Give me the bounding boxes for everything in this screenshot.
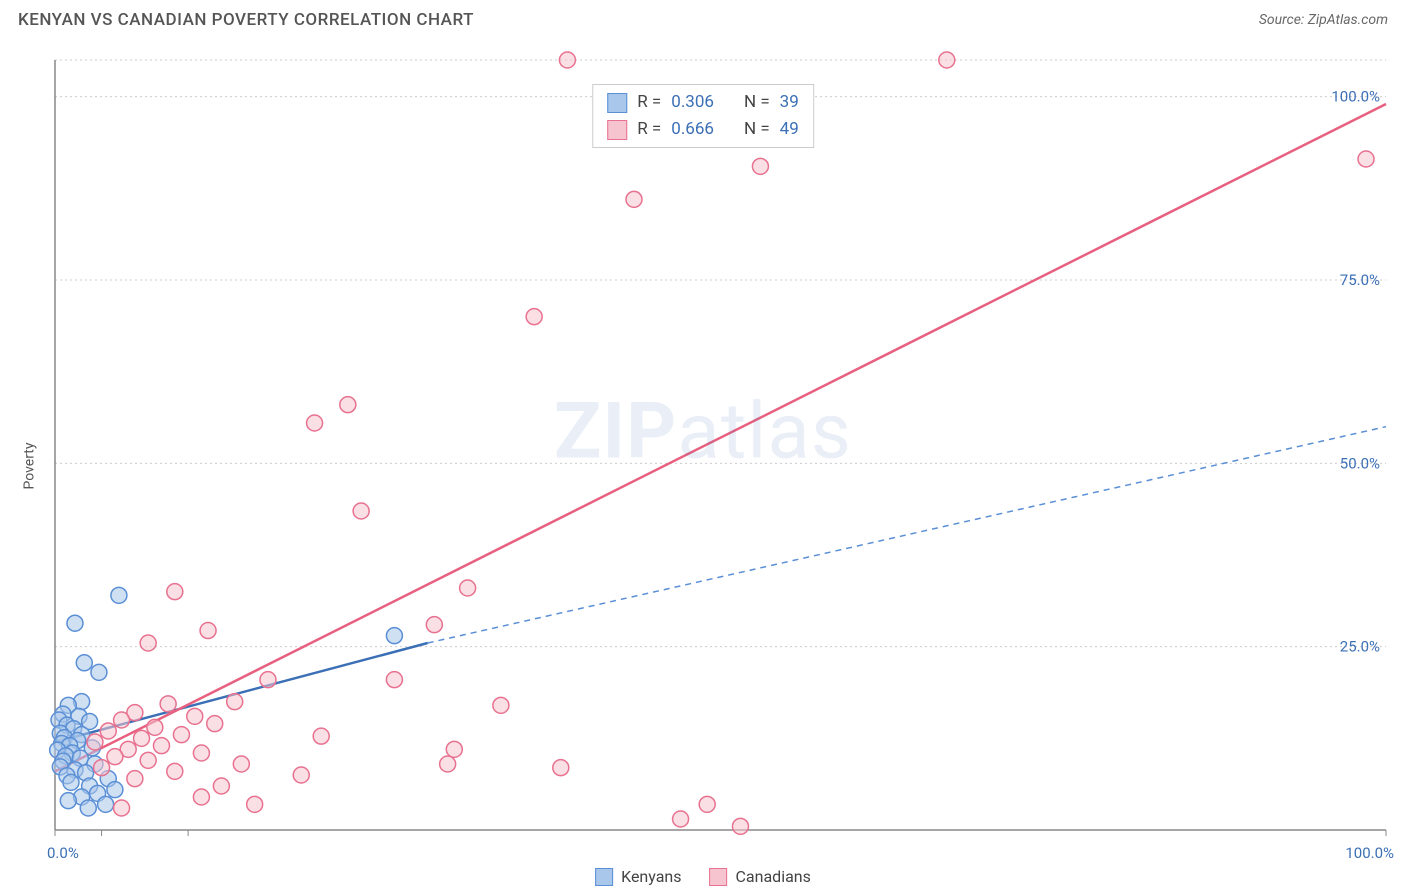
r-label: R = [637,116,661,143]
svg-text:50.0%: 50.0% [1340,454,1380,472]
data-point [213,778,229,794]
data-point [167,584,183,600]
data-point [386,628,402,644]
data-point [76,655,92,671]
data-point [140,635,156,651]
svg-text:0.0%: 0.0% [47,844,79,862]
n-label: N = [744,89,770,116]
series-legend: Kenyans Canadians [595,867,811,886]
legend-label: Kenyans [621,867,681,886]
data-point [752,158,768,174]
data-point [446,741,462,757]
y-axis-label: Poverty [22,442,38,489]
data-point [313,728,329,744]
svg-text:25.0%: 25.0% [1340,638,1380,656]
data-point [60,793,76,809]
n-label: N = [744,116,770,143]
data-point [193,789,209,805]
legend-item: Kenyans [595,867,681,886]
data-point [247,796,263,812]
data-point [134,730,150,746]
data-point [193,745,209,761]
data-point [107,782,123,798]
source-label: Source: ZipAtlas.com [1259,12,1388,28]
data-point [140,752,156,768]
data-point [67,615,83,631]
r-value: 0.306 [671,89,714,116]
data-point [98,796,114,812]
correlation-legend: R = 0.306 N = 39 R = 0.666 N = 49 [592,84,814,148]
legend-swatch [607,93,627,113]
data-point [386,672,402,688]
legend-row: R = 0.666 N = 49 [607,116,799,143]
data-point [699,796,715,812]
scatter-chart: 25.0% 50.0% 75.0% 100.0% 0.0% 100.0% [0,40,1406,892]
data-point [493,697,509,713]
n-value: 49 [780,116,799,143]
data-point [94,760,110,776]
data-point [353,503,369,519]
legend-row: R = 0.306 N = 39 [607,89,799,116]
r-value: 0.666 [671,116,714,143]
data-point [153,738,169,754]
legend-swatch [710,868,728,886]
data-point [167,763,183,779]
data-point [111,587,127,603]
data-point [160,696,176,712]
data-point [307,415,323,431]
data-point [732,818,748,834]
legend-item: Canadians [710,867,811,886]
data-point [127,771,143,787]
data-point [559,52,575,68]
chart-container: Poverty ZIPatlas 25.0%50.0%75.0%100.0%0.… [0,40,1406,892]
data-point [340,397,356,413]
data-point [80,800,96,816]
data-point [233,756,249,772]
data-point [626,191,642,207]
svg-text:100.0%: 100.0% [1345,844,1394,862]
chart-title: KENYAN VS CANADIAN POVERTY CORRELATION C… [18,10,474,30]
data-point [173,727,189,743]
data-point [187,708,203,724]
data-point [526,309,542,325]
legend-label: Canadians [736,867,811,886]
data-point [939,52,955,68]
svg-text:100.0%: 100.0% [1331,88,1380,106]
data-point [673,811,689,827]
data-point [107,749,123,765]
data-point [63,774,79,790]
data-point [91,664,107,680]
data-point [87,734,103,750]
data-point [147,719,163,735]
data-point [293,767,309,783]
data-point [260,672,276,688]
data-point [460,580,476,596]
data-point [114,800,130,816]
n-value: 39 [780,89,799,116]
data-point [440,756,456,772]
data-point [227,694,243,710]
data-point [200,623,216,639]
svg-text:75.0%: 75.0% [1340,271,1380,289]
data-point [553,760,569,776]
data-point [426,617,442,633]
data-point [100,723,116,739]
legend-swatch [607,120,627,140]
legend-swatch [595,868,613,886]
data-point [207,716,223,732]
data-point [1358,151,1374,167]
r-label: R = [637,89,661,116]
data-point [114,712,130,728]
